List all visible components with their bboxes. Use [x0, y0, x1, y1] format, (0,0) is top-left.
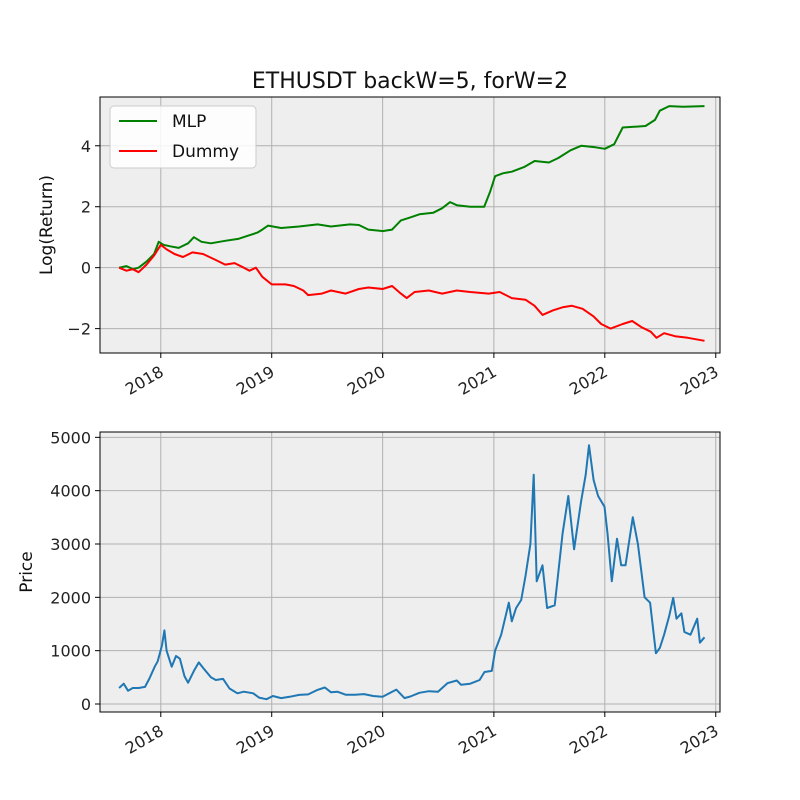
top-chart-title: ETHUSDT backW=5, forW=2: [252, 69, 568, 94]
bottom-y-axis-label: Price: [17, 551, 37, 592]
legend-mlp-label: MLP: [172, 112, 206, 132]
price-series-line: [118, 444, 706, 701]
bottom-y-tick-label: 3000: [50, 535, 91, 554]
top-plot-frame: [99, 96, 721, 354]
mlp-series-line: [118, 105, 705, 271]
top-y-tick-label: −2: [67, 320, 91, 339]
bottom-y-tick-label: 2000: [50, 588, 91, 607]
dummy-series-line: [118, 243, 705, 342]
bottom-y-tick-label: 0: [81, 695, 91, 714]
top-y-tick-label: 0: [81, 259, 91, 278]
bottom-plot-frame: [99, 431, 721, 713]
bottom-y-tick-label: 1000: [50, 642, 91, 661]
top-y-tick-label: 4: [81, 137, 91, 156]
top-y-tick-label: 2: [81, 198, 91, 217]
bottom-y-tick-label: 5000: [50, 428, 91, 447]
bottom-plot-area: [100, 432, 720, 712]
legend-dummy-label: Dummy: [172, 142, 239, 162]
bottom-series-lines: [118, 444, 706, 701]
top-y-axis-label: Log(Return): [37, 175, 57, 275]
top-legend: MLP Dummy: [109, 105, 257, 169]
bottom-y-tick-label: 4000: [50, 482, 91, 501]
top-series-lines: [118, 105, 705, 342]
